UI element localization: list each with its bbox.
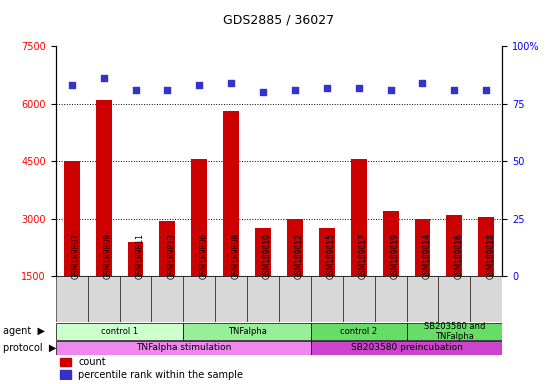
Text: GSM189807: GSM189807 [72,232,81,278]
Text: GSM189813: GSM189813 [167,233,176,278]
Bar [287,219,303,276]
Point [131,87,140,93]
FancyBboxPatch shape [184,276,215,322]
FancyBboxPatch shape [311,276,343,322]
Text: count: count [78,357,106,367]
Bar [128,242,143,276]
Bar [478,217,494,276]
Point [99,75,108,81]
FancyBboxPatch shape [407,276,439,322]
Text: control 2: control 2 [340,327,377,336]
Bar [383,211,398,276]
FancyBboxPatch shape [439,276,470,322]
Point [227,80,235,86]
Text: GSM189815: GSM189815 [327,233,336,278]
Text: GDS2885 / 36027: GDS2885 / 36027 [223,14,335,27]
Point [418,80,427,86]
Text: GSM189818: GSM189818 [486,233,496,278]
Point [482,87,490,93]
FancyBboxPatch shape [374,276,407,322]
FancyBboxPatch shape [407,323,502,340]
Text: SB203580 and
TNFalpha: SB203580 and TNFalpha [424,322,485,341]
FancyBboxPatch shape [88,276,119,322]
Text: TNFalpha: TNFalpha [228,327,267,336]
Point [258,89,267,95]
FancyBboxPatch shape [56,276,88,322]
Bar [446,215,463,276]
Point [386,87,395,93]
Text: GSM189808: GSM189808 [231,233,240,278]
Point [354,84,363,91]
FancyBboxPatch shape [247,276,279,322]
FancyBboxPatch shape [279,276,311,322]
FancyBboxPatch shape [119,276,151,322]
Bar [160,221,175,276]
Bar [351,159,367,276]
Text: GSM189806: GSM189806 [199,232,208,278]
Point [163,87,172,93]
FancyBboxPatch shape [151,276,184,322]
Text: TNFalpha stimulation: TNFalpha stimulation [136,343,231,353]
Bar [319,228,335,276]
Point [450,87,459,93]
Text: GSM189811: GSM189811 [136,233,145,278]
FancyBboxPatch shape [56,341,311,355]
Text: protocol  ▶: protocol ▶ [3,343,56,353]
Bar [415,219,430,276]
Text: GSM189819: GSM189819 [391,233,400,278]
FancyBboxPatch shape [311,341,502,355]
Bar [60,370,71,379]
FancyBboxPatch shape [184,323,311,340]
FancyBboxPatch shape [311,323,407,340]
Bar [60,358,71,366]
FancyBboxPatch shape [343,276,374,322]
Point [291,87,300,93]
Text: SB203580 preincubation: SB203580 preincubation [350,343,463,353]
Text: GSM189810: GSM189810 [263,233,272,278]
Bar [223,111,239,276]
FancyBboxPatch shape [56,323,184,340]
Text: percentile rank within the sample: percentile rank within the sample [78,370,243,380]
Bar [64,161,80,276]
Bar [95,100,112,276]
FancyBboxPatch shape [470,276,502,322]
Point [195,82,204,88]
Text: GSM189814: GSM189814 [422,233,431,278]
Bar [255,228,271,276]
Text: GSM189816: GSM189816 [454,233,463,278]
Text: GSM189812: GSM189812 [295,233,304,278]
FancyBboxPatch shape [215,276,247,322]
Point [323,84,331,91]
Text: GSM189817: GSM189817 [359,233,368,278]
Text: control 1: control 1 [101,327,138,336]
Text: GSM189809: GSM189809 [104,232,113,278]
Text: agent  ▶: agent ▶ [3,326,45,336]
Point [68,82,76,88]
Bar [191,159,207,276]
